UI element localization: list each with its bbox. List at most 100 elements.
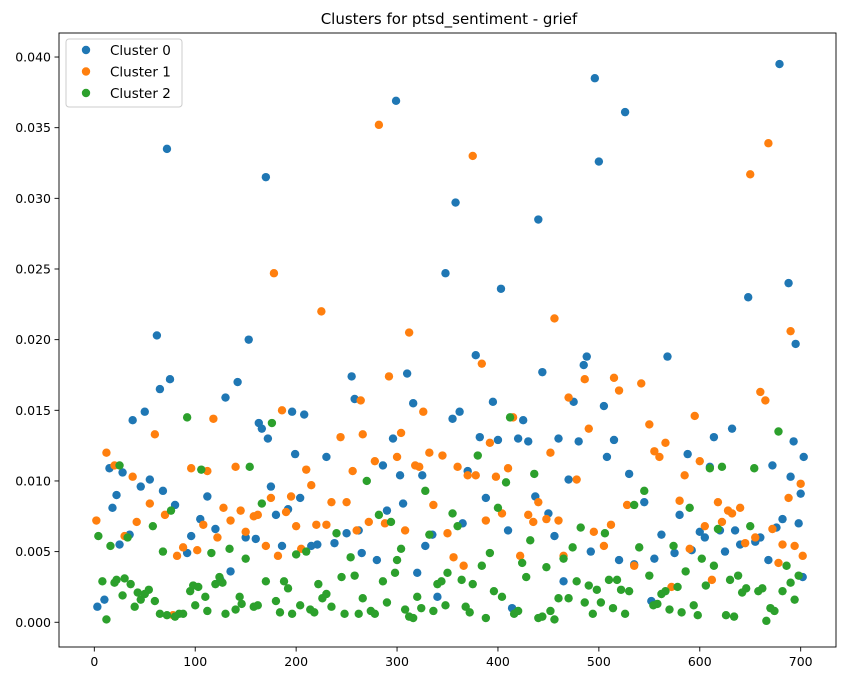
data-point <box>291 521 301 531</box>
data-point <box>283 584 293 593</box>
x-tick-label: 200 <box>284 654 308 669</box>
data-point <box>342 529 351 538</box>
data-point <box>700 533 710 542</box>
data-point <box>382 506 392 515</box>
data-point <box>112 575 121 585</box>
data-point <box>637 379 646 388</box>
data-point <box>550 531 559 541</box>
data-point <box>608 603 618 613</box>
data-point <box>317 307 326 316</box>
data-point <box>453 521 462 531</box>
data-point <box>580 598 589 607</box>
data-point <box>599 541 609 551</box>
data-point <box>302 465 311 474</box>
data-point <box>653 599 662 609</box>
data-point <box>665 605 674 614</box>
data-point <box>94 531 103 541</box>
data-point <box>786 472 795 481</box>
data-point <box>616 585 626 594</box>
data-point <box>245 462 254 472</box>
data-point <box>221 393 230 402</box>
data-point <box>576 523 585 532</box>
data-point <box>592 585 602 594</box>
data-point <box>236 506 245 515</box>
data-point <box>524 437 533 446</box>
data-point <box>231 605 240 614</box>
data-point <box>733 571 743 580</box>
data-point <box>667 582 676 592</box>
data-point <box>503 464 513 473</box>
data-point <box>266 493 276 503</box>
data-point <box>629 500 639 510</box>
legend: Cluster 0 Cluster 1 Cluster 2 <box>65 38 183 108</box>
data-point <box>378 577 388 586</box>
data-point <box>364 517 373 527</box>
data-point <box>451 198 460 207</box>
data-point <box>554 516 563 525</box>
data-point <box>418 471 427 480</box>
data-point <box>586 547 595 556</box>
data-point <box>564 594 573 603</box>
y-tick-label: 0.015 <box>15 403 51 418</box>
data-point <box>740 538 750 548</box>
data-point <box>612 575 622 585</box>
data-point <box>675 510 684 520</box>
data-point <box>415 462 424 472</box>
data-point <box>145 499 155 508</box>
data-point <box>680 471 689 480</box>
data-point <box>327 497 336 507</box>
data-point <box>358 430 367 439</box>
data-point <box>120 574 129 583</box>
data-point <box>408 613 418 623</box>
data-point <box>421 541 430 551</box>
data-point <box>786 578 795 587</box>
data-point <box>312 520 321 529</box>
data-point <box>362 476 371 486</box>
data-point <box>493 503 503 513</box>
data-point <box>689 601 698 610</box>
data-point <box>729 612 739 621</box>
data-point <box>796 479 805 488</box>
data-point <box>102 615 111 624</box>
data-point <box>382 598 392 607</box>
y-tick-label: 0.025 <box>15 261 51 276</box>
data-point <box>497 592 507 602</box>
data-point <box>241 527 250 537</box>
series-cluster-1 <box>92 120 807 620</box>
data-point <box>336 432 345 442</box>
data-point <box>372 555 382 565</box>
data-point <box>408 399 418 408</box>
data-point <box>534 215 543 224</box>
data-point <box>314 579 323 589</box>
data-point <box>640 497 649 507</box>
data-point <box>347 372 356 381</box>
data-point <box>501 478 511 487</box>
data-point <box>774 427 783 436</box>
data-point <box>221 609 230 618</box>
data-point <box>253 601 262 610</box>
data-point <box>580 375 589 384</box>
x-tick-label: 400 <box>486 654 510 669</box>
data-point <box>468 579 477 589</box>
data-point <box>182 413 192 422</box>
data-point <box>302 547 311 556</box>
data-point <box>330 538 339 548</box>
data-point <box>778 586 787 596</box>
data-point <box>152 331 162 340</box>
data-point <box>721 611 731 620</box>
data-point <box>357 548 366 558</box>
data-point <box>327 602 336 611</box>
data-point <box>213 533 222 542</box>
x-tick-label: 500 <box>587 654 611 669</box>
data-point <box>624 586 634 596</box>
data-point <box>554 434 563 443</box>
data-point <box>730 526 740 535</box>
data-point <box>701 581 711 590</box>
data-point <box>395 471 405 480</box>
legend-label: Cluster 2 <box>110 86 171 102</box>
data-point <box>269 269 279 278</box>
data-point <box>209 414 218 423</box>
data-point <box>473 451 482 460</box>
data-point <box>201 592 210 602</box>
data-point <box>559 554 568 563</box>
